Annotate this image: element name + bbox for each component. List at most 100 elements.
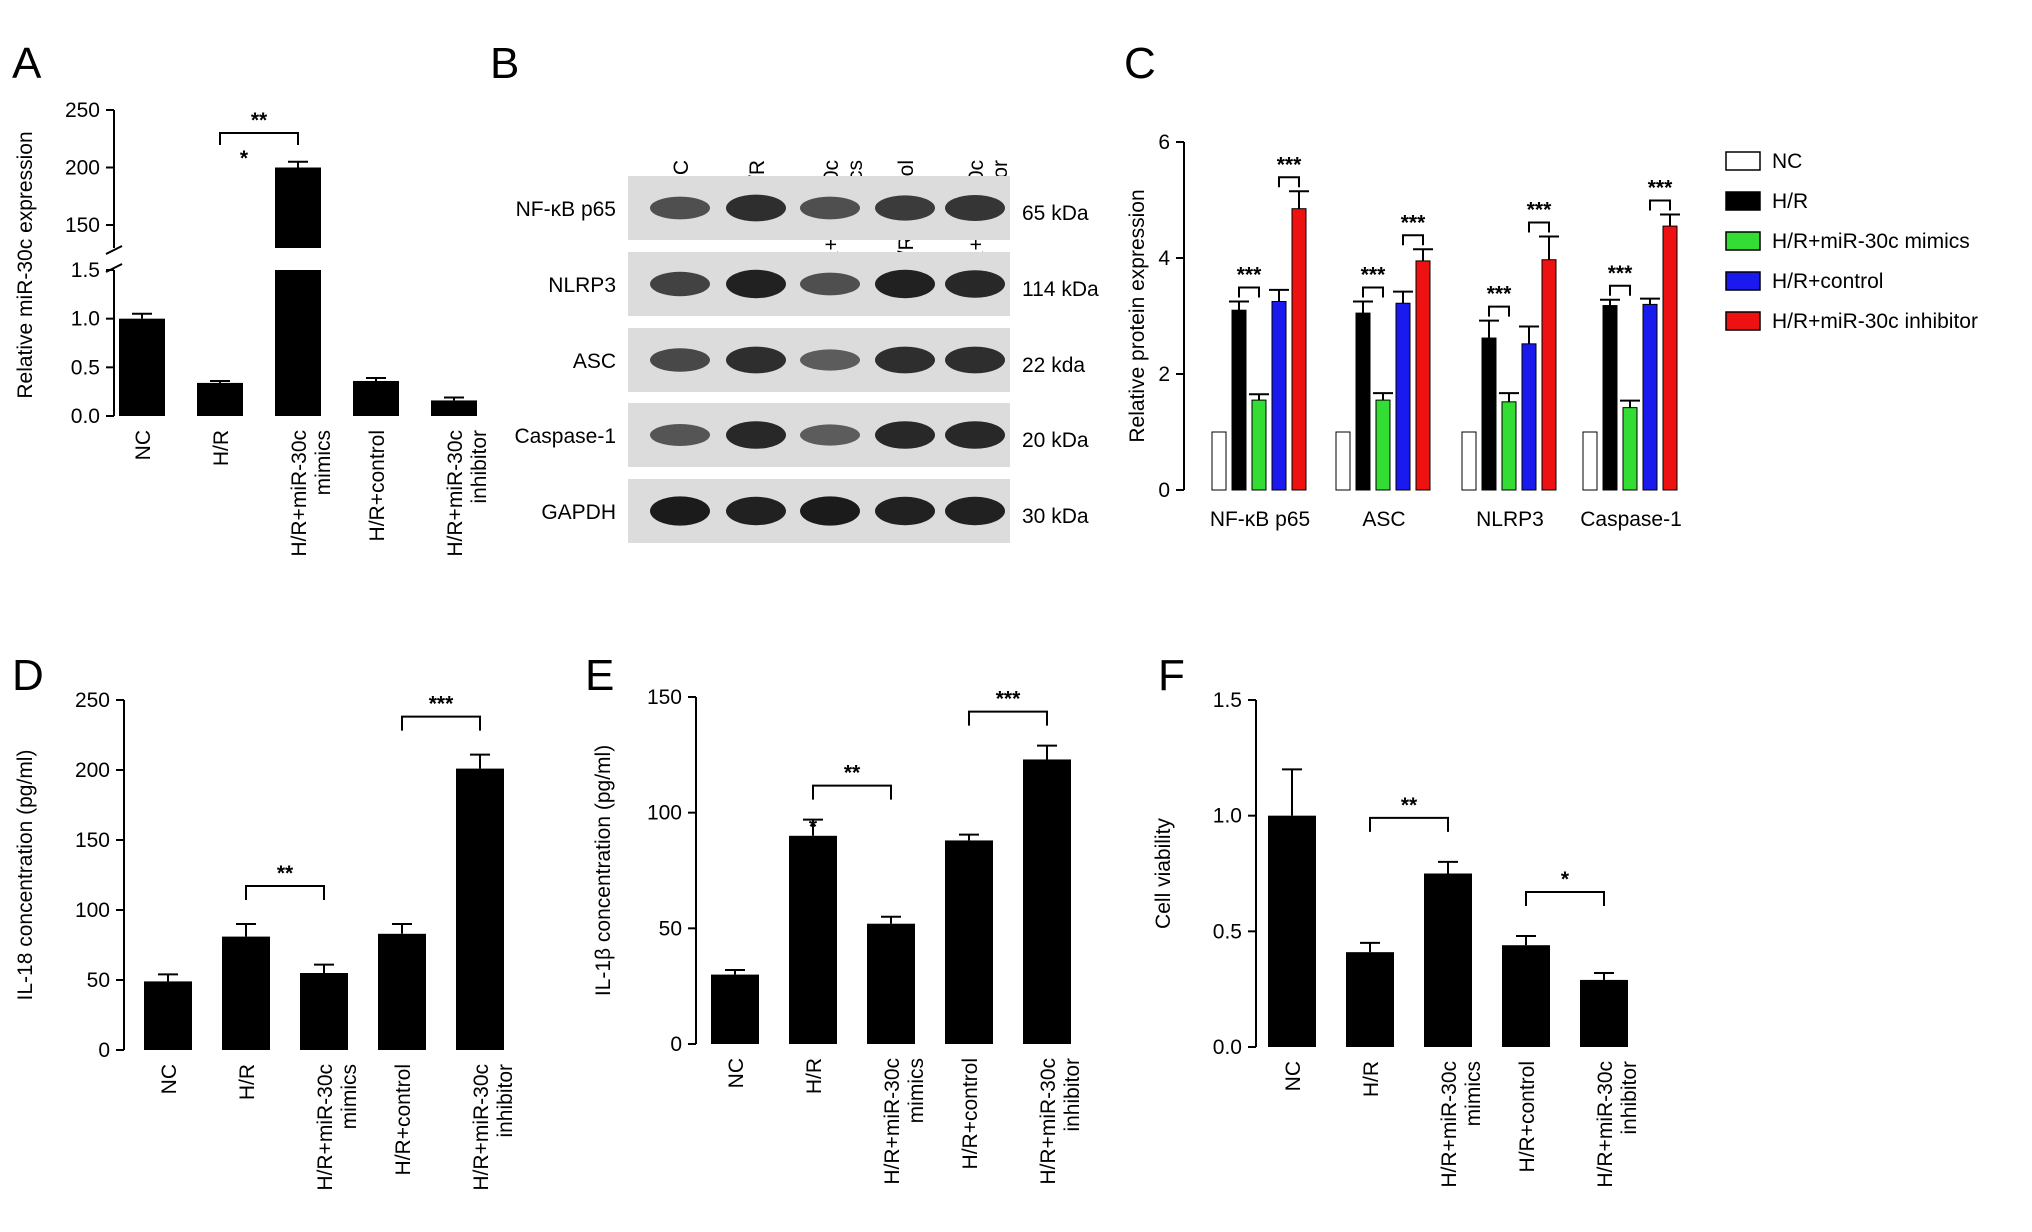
panel-e-ytick-label: 150 xyxy=(647,686,682,709)
panel-a-bar xyxy=(431,400,477,416)
panel-c-ytick-label: 2 xyxy=(1158,363,1170,386)
panel-c-x-tick-label: NLRP3 xyxy=(1476,508,1544,531)
panel-a-x-tick-label-line: mimics xyxy=(312,430,335,495)
panel-e-sig-star: * xyxy=(809,816,818,839)
legend-entry: H/R+control xyxy=(1772,270,1883,293)
panel-e-ytick-label: 100 xyxy=(647,802,682,825)
legend-entry: NC xyxy=(1772,150,1802,173)
blot-band xyxy=(800,424,860,446)
panel-e-ytick-label: 50 xyxy=(659,917,682,940)
panel-c-sig-bracket xyxy=(1649,199,1671,211)
panel-a-x-tick-label: H/R+control xyxy=(366,430,389,541)
panel-c-sig-bracket xyxy=(1528,221,1550,233)
blot-band xyxy=(800,496,860,526)
panel-f-x-tick-label: H/R+miR-30c inhibitor xyxy=(1594,1061,1641,1188)
panel-c-bar xyxy=(1521,343,1537,491)
blot-band xyxy=(875,421,935,449)
panel-a-bar xyxy=(275,167,321,248)
panel-c-bar xyxy=(1602,305,1618,491)
panel-e-x-tick-label: H/R xyxy=(803,1058,826,1094)
panel-c-sig-label: *** xyxy=(1648,177,1673,200)
panel-c-sig-label: *** xyxy=(1277,153,1302,176)
panel-d-sig-1-label: *** xyxy=(429,693,454,716)
blot-band xyxy=(726,269,786,299)
panel-d-bar xyxy=(456,768,504,1050)
panel-c-sig-bracket xyxy=(1278,176,1300,188)
blot-band xyxy=(945,195,1005,221)
panel-e-bar xyxy=(1023,759,1071,1044)
panel-a-sig-0-bracket xyxy=(219,132,299,145)
panel-label-a: A xyxy=(12,39,42,88)
panel-f-bar xyxy=(1580,979,1628,1047)
panel-d-x-tick-label-line: mimics xyxy=(338,1064,361,1129)
panel-e-sig-0-bracket xyxy=(812,784,892,800)
panel-e-x-tick-label-line: H/R+control xyxy=(959,1058,982,1169)
panel-c-sig-bracket xyxy=(1362,286,1384,298)
panel-e-x-tick-label-line: H/R xyxy=(803,1058,826,1094)
panel-c-bar xyxy=(1231,309,1247,491)
panel-f-bar xyxy=(1346,952,1394,1047)
panel-c-bar xyxy=(1395,302,1411,491)
panel-c-sig-label: *** xyxy=(1608,262,1633,285)
panel-f-bar xyxy=(1424,873,1472,1047)
blot-size-label: 22 kda xyxy=(1022,354,1085,377)
panel-a-x-tick-label: NC xyxy=(132,430,155,460)
panel-c-bar xyxy=(1541,259,1557,491)
panel-c-ytick-label: 4 xyxy=(1158,247,1170,270)
panel-c-ytick-label: 6 xyxy=(1158,131,1170,154)
blot-band xyxy=(726,194,786,222)
panel-c-bar xyxy=(1481,337,1497,491)
blot-band xyxy=(650,196,710,220)
blot-band xyxy=(800,196,860,220)
panel-c-x-tick-label: Caspase-1 xyxy=(1580,508,1682,531)
panel-d-sig-0-label: ** xyxy=(277,862,294,885)
blot-band xyxy=(800,272,860,296)
panel-d-ytick-label: 200 xyxy=(75,759,110,782)
panel-f-x-tick-label-line: inhibitor xyxy=(1618,1061,1641,1135)
panel-f-bar xyxy=(1268,815,1316,1047)
panel-a-ytick-label: 200 xyxy=(65,157,100,180)
legend-swatch xyxy=(1725,311,1761,331)
blot-band xyxy=(875,346,935,374)
panel-f-x-tick-label: H/R xyxy=(1360,1061,1383,1097)
panel-a-y-label: Relative miR-30c expression xyxy=(14,131,37,398)
panel-e-sig-2-label: *** xyxy=(996,688,1021,711)
panel-c-bar xyxy=(1251,399,1267,491)
panel-e-y-label: IL-1β concentration (pg/ml) xyxy=(592,745,615,996)
panel-d-x-tick-label: NC xyxy=(158,1064,181,1094)
panel-f-ytick-label: 1.0 xyxy=(1213,805,1242,828)
panel-e-bar xyxy=(945,840,993,1044)
blot-band xyxy=(650,348,710,372)
blot-protein-label: NLRP3 xyxy=(548,274,616,297)
panel-c-bar xyxy=(1355,312,1371,491)
blot-protein-label: GAPDH xyxy=(541,501,616,524)
panel-d-bar xyxy=(378,933,426,1050)
panel-e-bar xyxy=(711,974,759,1044)
panel-label-f: F xyxy=(1158,651,1185,700)
panel-d-x-tick-label: H/R+miR-30c mimics xyxy=(314,1064,361,1191)
panel-a-sig-0-label: ** xyxy=(251,109,268,132)
blot-band xyxy=(945,346,1005,374)
panel-c-sig-bracket xyxy=(1238,286,1260,298)
panel-f-ytick-label: 0.0 xyxy=(1213,1036,1242,1059)
panel-d-x-tick-label-line: NC xyxy=(158,1064,181,1094)
panel-c-sig-label: *** xyxy=(1401,211,1426,234)
panel-d-x-tick-label-line: H/R xyxy=(236,1064,259,1100)
panel-a-bar xyxy=(197,382,243,416)
legend-swatch xyxy=(1725,231,1761,251)
panel-c-x-tick-label: ASC xyxy=(1362,508,1405,531)
panel-a-x-tick-label-line: H/R+miR-30c xyxy=(444,430,467,557)
panel-c-sig-label: *** xyxy=(1237,264,1262,287)
panel-e-x-tick-label-line: H/R+miR-30c xyxy=(881,1058,904,1185)
panel-f-sig-0-label: ** xyxy=(1401,794,1418,817)
panel-f-x-tick-label-line: H/R+control xyxy=(1516,1061,1539,1172)
blot-band xyxy=(945,496,1005,526)
panel-a-axis-break xyxy=(105,245,123,255)
panel-c-sig-label: *** xyxy=(1361,264,1386,287)
panel-label-c: C xyxy=(1124,39,1156,88)
panel-d-ytick-label: 0 xyxy=(98,1039,110,1062)
panel-d-x-tick-label-line: inhibitor xyxy=(494,1064,517,1138)
legend-entry: H/R+miR-30c inhibitor xyxy=(1772,310,1978,333)
